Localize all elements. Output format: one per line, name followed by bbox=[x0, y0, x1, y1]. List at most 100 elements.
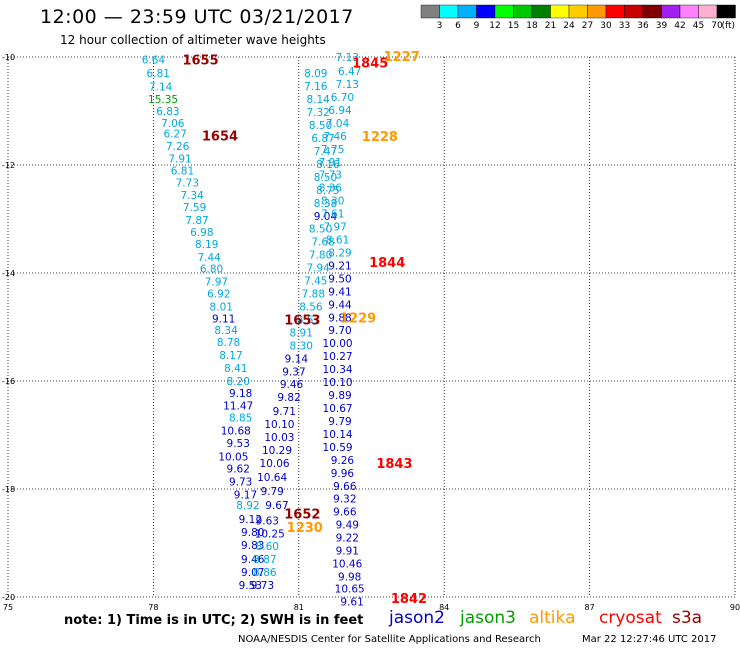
chart-subtitle: 12 hour collection of altimeter wave hei… bbox=[60, 33, 326, 47]
y-tick-label: -18 bbox=[2, 485, 15, 494]
wave-height-value: 9.91 bbox=[336, 546, 359, 558]
colorbar-swatch bbox=[642, 4, 662, 19]
colorbar-swatch bbox=[420, 4, 440, 19]
wave-height-value: 8.30 bbox=[290, 340, 313, 352]
wave-height-value: 9.26 bbox=[331, 455, 355, 467]
x-tick-label: 87 bbox=[585, 603, 595, 612]
wave-height-value: 10.65 bbox=[335, 583, 365, 595]
colorbar-swatch bbox=[587, 4, 607, 19]
wave-height-value: 9.63 bbox=[256, 515, 279, 527]
wave-height-value: 7.14 bbox=[149, 82, 173, 94]
wave-height-value: 7.91 bbox=[168, 154, 191, 166]
colorbar-label: 27 bbox=[582, 21, 593, 31]
wave-height-value: 7.04 bbox=[326, 118, 350, 130]
pass-time-label: 1230 bbox=[287, 521, 323, 536]
wave-height-value: 6.92 bbox=[207, 289, 230, 301]
pass-time-label: 1845 bbox=[352, 56, 388, 71]
wave-height-value: 7.46 bbox=[323, 131, 347, 143]
pass-time-label: 1842 bbox=[391, 592, 427, 607]
wave-height-value: 6.81 bbox=[147, 68, 170, 80]
wave-height-value: 7.68 bbox=[311, 237, 334, 249]
colorbar-label: 45 bbox=[693, 21, 704, 31]
colorbar-label: 70 bbox=[711, 21, 723, 31]
colorbar-swatch bbox=[457, 4, 477, 19]
wave-height-points: 6.646.817.1415.356.837.066.277.267.916.8… bbox=[142, 52, 365, 608]
wave-height-value: 8.30 bbox=[321, 196, 344, 208]
colorbar-label: 39 bbox=[656, 21, 668, 31]
wave-height-value: 8.50 bbox=[309, 224, 332, 236]
wave-height-value: 8.85 bbox=[229, 413, 252, 425]
wave-height-value: 9.44 bbox=[328, 299, 352, 311]
wave-height-value: 6.64 bbox=[142, 55, 166, 67]
wave-height-value: 9.17 bbox=[234, 489, 257, 501]
wave-height-value: 8.01 bbox=[210, 301, 233, 313]
wave-height-value: 8.61 bbox=[326, 235, 349, 247]
wave-height-value: 6.98 bbox=[190, 227, 213, 239]
wave-height-value: 9.88 bbox=[328, 312, 351, 324]
wave-height-value: 9.04 bbox=[314, 211, 338, 223]
wave-height-value: 9.21 bbox=[328, 260, 351, 272]
colorbar-label: 21 bbox=[545, 21, 556, 31]
wave-height-value: 10.14 bbox=[323, 429, 353, 441]
y-tick-label: -20 bbox=[2, 593, 15, 602]
wave-height-value: 7.34 bbox=[180, 190, 204, 202]
wave-height-value: 9.61 bbox=[340, 596, 363, 608]
wave-height-value: 7.73 bbox=[176, 177, 199, 189]
wave-height-value: 7.80 bbox=[309, 250, 332, 262]
chart-grid: 75 78 81 84 87 90 -10 -12 -14 -16 -18 -20 bbox=[2, 53, 740, 612]
colorbar-swatch bbox=[550, 4, 570, 19]
colorbar-swatch bbox=[698, 4, 718, 19]
wave-height-value: 8.50 bbox=[309, 120, 332, 132]
wave-height-value: 9.07 bbox=[241, 567, 264, 579]
wave-height-value: 8.14 bbox=[306, 94, 330, 106]
wave-height-value: 8.16 bbox=[316, 159, 340, 171]
pass-time-label: 1229 bbox=[340, 311, 376, 326]
wave-height-value: 8.86 bbox=[253, 567, 277, 579]
colorbar-swatch bbox=[531, 4, 551, 19]
wave-height-value: 9.46 bbox=[280, 379, 304, 391]
colorbar-label: 36 bbox=[637, 21, 649, 31]
colorbar-swatch bbox=[661, 4, 681, 19]
colorbar-swatch bbox=[513, 4, 533, 19]
wave-height-value: 9.70 bbox=[328, 325, 351, 337]
wave-height-value: 6.47 bbox=[338, 66, 361, 78]
wave-height-value: 7.13 bbox=[336, 79, 359, 91]
colorbar-swatch bbox=[568, 4, 588, 19]
wave-height-value: 10.03 bbox=[264, 432, 294, 444]
pass-time-label: 1653 bbox=[284, 313, 320, 328]
colorbar-label: (ft) bbox=[721, 21, 735, 31]
wave-height-value: 7.97 bbox=[205, 277, 228, 289]
wave-height-value: 9.98 bbox=[338, 571, 361, 583]
pass-time-label: 1228 bbox=[362, 130, 398, 145]
wave-height-value: 9.14 bbox=[285, 353, 309, 365]
colorbar-swatch bbox=[716, 4, 736, 19]
wave-height-value: 10.10 bbox=[264, 419, 294, 431]
y-tick-label: -10 bbox=[2, 53, 15, 62]
satellite-legend-jason3: jason3 bbox=[460, 608, 516, 628]
wave-height-value: 9.96 bbox=[331, 468, 355, 480]
wave-height-value: 10.59 bbox=[323, 442, 353, 454]
x-tick-label: 84 bbox=[439, 603, 449, 612]
wave-height-value: 7.44 bbox=[197, 252, 221, 264]
satellite-legend-altika: altika bbox=[529, 608, 576, 628]
wave-height-value: 10.10 bbox=[323, 377, 353, 389]
wave-height-value: 8.75 bbox=[316, 185, 339, 197]
y-tick-label: -12 bbox=[2, 161, 15, 170]
wave-height-value: 10.05 bbox=[218, 452, 248, 464]
wave-height-value: 9.53 bbox=[239, 580, 262, 592]
colorbar-label: 33 bbox=[619, 21, 630, 31]
wave-height-value: 15.35 bbox=[148, 94, 178, 106]
wave-height-value: 7.59 bbox=[183, 202, 206, 214]
wave-height-value: 9.41 bbox=[328, 286, 351, 298]
wave-height-value: 6.83 bbox=[156, 106, 179, 118]
colorbar-label: 18 bbox=[526, 21, 538, 31]
pass-time-labels: 1655 1654 1653 1652 1845 1844 1843 1842 1227 1228… bbox=[182, 50, 427, 607]
wave-height-value: 11.47 bbox=[223, 400, 253, 412]
satellite-legend-s3a: s3a bbox=[672, 608, 703, 628]
wave-height-value: 7.75 bbox=[321, 144, 344, 156]
colorbar-label: 15 bbox=[508, 21, 519, 31]
wave-height-value: 8.78 bbox=[217, 337, 240, 349]
wave-height-value: 7.97 bbox=[323, 222, 346, 234]
colorbar-label: 30 bbox=[600, 21, 612, 31]
colorbar-label: 12 bbox=[489, 21, 500, 31]
